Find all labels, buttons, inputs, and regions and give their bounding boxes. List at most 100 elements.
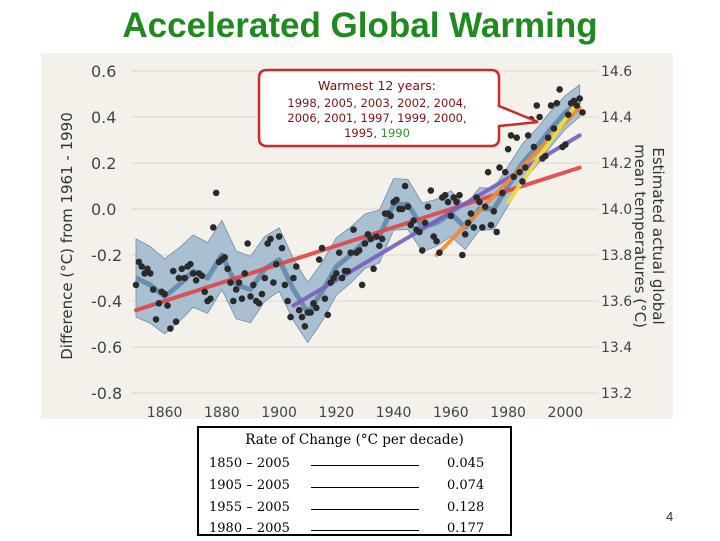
data-point	[270, 279, 277, 286]
data-point	[533, 102, 541, 109]
rate-period: 1905 – 2005	[209, 478, 290, 493]
data-point	[553, 99, 561, 107]
y2-tick-label: 14.0	[601, 202, 632, 218]
data-point	[459, 251, 466, 259]
data-point	[464, 219, 472, 227]
data-point	[421, 219, 429, 227]
data-point	[433, 237, 440, 245]
data-point	[209, 224, 217, 231]
data-point	[453, 198, 460, 206]
data-point	[284, 297, 292, 305]
x-tick-label: 1960	[433, 405, 469, 419]
data-point	[358, 281, 366, 289]
y-tick-label: -0.4	[91, 292, 122, 311]
data-point	[155, 300, 163, 307]
data-point	[224, 265, 231, 273]
data-point	[398, 205, 406, 213]
y-tick-label: -0.8	[91, 384, 122, 403]
x-tick-label: 1880	[204, 405, 240, 419]
data-point	[456, 191, 463, 199]
rate-period: 1980 – 2005	[209, 521, 290, 536]
data-point	[393, 196, 400, 204]
rate-value: 0.128	[447, 500, 485, 515]
data-point	[524, 132, 532, 139]
data-point	[564, 111, 572, 118]
data-point	[313, 304, 320, 312]
data-point	[169, 267, 177, 275]
data-points	[132, 86, 586, 332]
rate-value: 0.045	[447, 456, 485, 471]
data-point	[149, 286, 157, 293]
trend-line	[134, 165, 582, 313]
data-point	[287, 313, 294, 321]
data-point	[536, 113, 543, 121]
y-tick-label: -0.2	[91, 246, 122, 265]
data-point	[161, 290, 168, 298]
data-point	[138, 263, 146, 270]
data-point	[221, 254, 229, 261]
data-point	[187, 260, 194, 268]
callout-line: 1995,	[344, 126, 381, 140]
data-point	[198, 272, 206, 279]
y-axis-label: Difference (°C) from 1961 - 1990	[58, 112, 76, 360]
row-divider-line	[311, 465, 419, 466]
data-point	[479, 224, 486, 231]
data-point	[370, 265, 377, 273]
rate-value: 0.074	[447, 478, 485, 493]
rate-row: 1955 – 2005 0.128	[209, 500, 509, 520]
data-point	[338, 274, 346, 282]
data-point	[367, 235, 375, 243]
data-point	[172, 318, 180, 326]
data-point	[378, 235, 386, 243]
data-point	[238, 295, 246, 302]
data-point	[361, 240, 369, 247]
page-title: Accelerated Global Warming	[122, 6, 598, 45]
data-point	[181, 274, 188, 282]
callout-heading: Warmest 12 years:	[318, 78, 436, 93]
data-point	[424, 203, 432, 210]
data-point	[550, 125, 558, 132]
callout-line: 1998, 2005, 2003, 2002, 2004,	[287, 96, 467, 110]
data-point	[427, 187, 435, 194]
data-point	[444, 198, 452, 206]
x-tick-label: 2000	[548, 405, 584, 419]
data-point	[207, 295, 214, 302]
data-point	[504, 145, 512, 153]
x-axis-ticks: 1860 1880 1900 1920 1940 1960 1980 2000	[147, 405, 583, 419]
data-point	[132, 281, 140, 289]
y2-axis-label-line2: mean temperatures (°C)	[631, 144, 649, 328]
data-point	[522, 164, 529, 171]
data-point	[301, 323, 309, 330]
rate-of-change-table: Rate of Change (°C per decade) 1850 – 20…	[197, 426, 512, 536]
data-point	[510, 173, 518, 181]
y2-axis-label-line1: Estimated actual global	[649, 147, 667, 324]
data-point	[255, 300, 263, 307]
data-point	[447, 212, 455, 220]
y-tick-label: 0.4	[91, 108, 116, 127]
y-tick-label: 0.6	[91, 62, 116, 81]
data-point	[189, 270, 197, 277]
data-point	[147, 270, 154, 277]
data-point	[404, 203, 412, 210]
row-divider-line	[311, 530, 419, 531]
y-tick-label: 0.0	[91, 200, 116, 219]
x-tick-label: 1920	[319, 405, 355, 419]
data-point	[250, 281, 257, 289]
data-point	[481, 203, 489, 210]
data-point	[232, 286, 240, 293]
data-point	[350, 226, 357, 233]
data-point	[258, 290, 266, 298]
data-point	[373, 233, 380, 240]
rate-row: 1850 – 2005 0.045	[209, 456, 509, 476]
rate-row: 1905 – 2005 0.074	[209, 478, 509, 498]
data-point	[542, 152, 549, 160]
data-point	[401, 182, 409, 190]
rate-period: 1850 – 2005	[209, 456, 290, 471]
data-point	[227, 279, 234, 286]
data-point	[307, 309, 314, 316]
data-point	[576, 95, 583, 102]
data-point	[293, 263, 300, 270]
data-point	[295, 306, 303, 314]
data-point	[267, 235, 274, 243]
data-point	[324, 311, 332, 319]
